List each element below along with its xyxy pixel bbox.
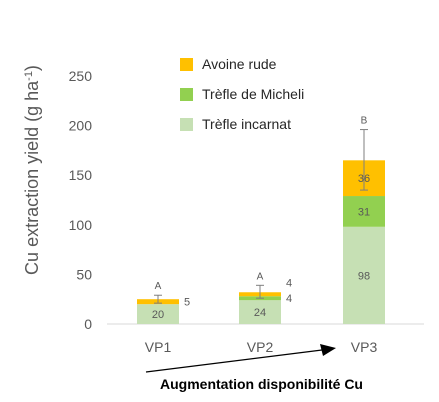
y-tick-label: 150 <box>69 167 93 183</box>
significance-letter: A <box>155 281 162 292</box>
data-label: 31 <box>358 206 370 218</box>
y-axis-label: Cu extraction yield (g ha-1) <box>22 65 42 275</box>
availability-arrow <box>145 344 336 373</box>
data-label: 98 <box>358 270 370 282</box>
data-label: 5 <box>184 297 190 309</box>
x-tick-label: VP1 <box>145 339 172 355</box>
availability-annotation: Augmentation disponibilité Cu <box>160 376 363 392</box>
x-tick-label: VP3 <box>351 339 378 355</box>
bar-segment <box>137 304 179 324</box>
legend-swatch <box>180 118 193 131</box>
legend-label: Trèfle de Micheli <box>202 86 304 102</box>
y-tick-label: 100 <box>69 217 93 233</box>
y-tick-label: 250 <box>69 68 93 84</box>
significance-letter: A <box>257 271 264 282</box>
y-axis-ticks: 0 50 100 150 200 250 <box>69 68 93 332</box>
legend-swatch <box>180 88 193 101</box>
legend-swatch <box>180 58 193 71</box>
y-tick-label: 0 <box>84 316 92 332</box>
data-label: 4 <box>286 277 292 289</box>
legend: Avoine rude Trèfle de Micheli Trèfle incar… <box>180 56 304 132</box>
y-tick-label: 200 <box>69 118 93 134</box>
y-tick-label: 50 <box>76 266 92 282</box>
legend-label: Avoine rude <box>202 56 277 72</box>
x-tick-label: VP2 <box>247 339 274 355</box>
data-label: 24 <box>254 307 266 319</box>
significance-letter: B <box>361 116 368 127</box>
x-axis-categories: VP1 VP2 VP3 <box>145 339 378 355</box>
bar-segment <box>343 226 385 324</box>
bar-segment <box>343 196 385 227</box>
bar-segment <box>239 300 281 324</box>
data-label: 20 <box>152 309 164 321</box>
legend-label: Trèfle incarnat <box>202 116 291 132</box>
data-label: 4 <box>286 293 292 305</box>
